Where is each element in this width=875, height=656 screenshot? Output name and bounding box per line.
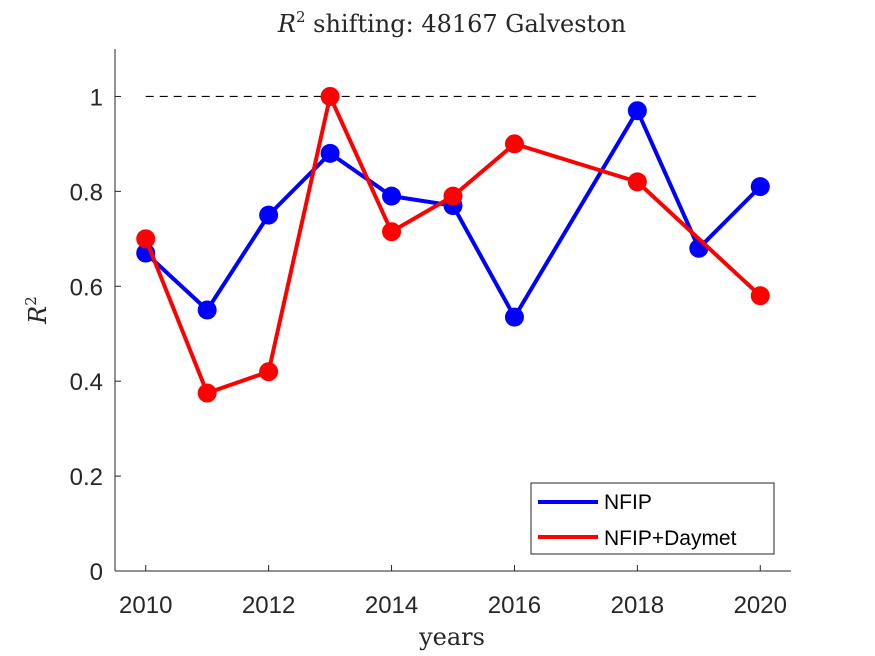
data-point-nfip-daymet xyxy=(504,134,524,154)
data-point-nfip xyxy=(197,300,217,320)
x-tick-label: 2012 xyxy=(242,592,295,619)
ylabel-main: R xyxy=(24,306,52,325)
data-point-nfip xyxy=(320,143,340,163)
data-point-nfip xyxy=(627,101,647,121)
data-point-nfip xyxy=(504,307,524,327)
ylabel-sup: 2 xyxy=(22,296,40,306)
title-sup: 2 xyxy=(296,8,306,26)
y-tick-label: 0.2 xyxy=(70,464,103,491)
y-axis-label: R2 xyxy=(22,296,52,325)
y-tick-label: 0.8 xyxy=(70,179,103,206)
x-tick-label: 2018 xyxy=(611,592,664,619)
data-point-nfip-daymet xyxy=(259,362,279,382)
data-point-nfip-daymet xyxy=(443,186,463,206)
tick-labels: 2010 2012 2014 2016 2018 2020 0 0.2 0.4 0.6 0.8 1 xyxy=(70,84,787,619)
series-line-nfip xyxy=(144,108,762,320)
x-tick-label: 2014 xyxy=(365,592,418,619)
axes xyxy=(114,49,791,572)
data-point-nfip-daymet xyxy=(136,229,156,249)
data-point-nfip-daymet xyxy=(320,86,340,106)
y-tick-label: 0.4 xyxy=(70,369,103,396)
x-tick-label: 2010 xyxy=(119,592,172,619)
data-point-nfip-daymet xyxy=(627,172,647,192)
x-tick-label: 2020 xyxy=(734,592,787,619)
data-point-nfip-daymet xyxy=(382,222,402,242)
y-tick-label: 0 xyxy=(90,559,103,586)
series-group xyxy=(136,86,770,403)
title-main: R xyxy=(277,10,296,38)
data-point-nfip xyxy=(750,177,770,197)
legend-label-nfip-daymet: NFIP+Daymet xyxy=(604,527,737,550)
data-point-nfip xyxy=(689,238,709,258)
data-point-nfip-daymet xyxy=(197,383,217,403)
y-tick-label: 0.6 xyxy=(70,274,103,301)
data-point-nfip xyxy=(259,205,279,225)
y-tick-label: 1 xyxy=(90,84,103,111)
legend-box xyxy=(530,482,775,555)
legend: NFIP NFIP+Daymet xyxy=(530,482,775,555)
data-point-nfip xyxy=(382,186,402,206)
title-rest: shifting: 48167 Galveston xyxy=(306,10,627,38)
x-tick-label: 2016 xyxy=(488,592,541,619)
legend-label-nfip: NFIP xyxy=(604,491,652,514)
series-line-nfip-daymet xyxy=(143,94,762,395)
data-point-nfip-daymet xyxy=(750,286,770,306)
chart-title: R2 shifting: 48167 Galveston xyxy=(277,8,626,38)
x-axis-label: years xyxy=(418,623,485,651)
